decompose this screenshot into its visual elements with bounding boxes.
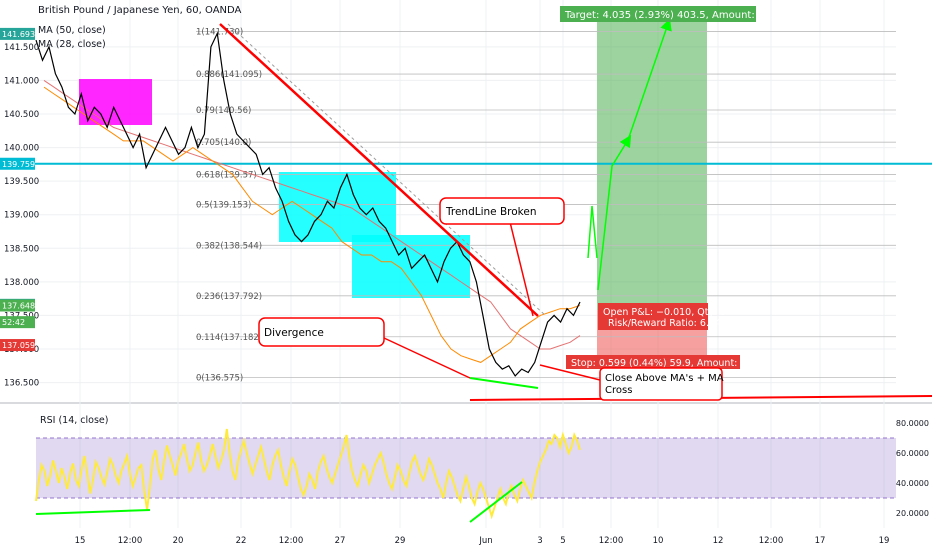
symbol-title: British Pound / Japanese Yen, 60, OANDA	[38, 5, 242, 16]
divergence-box[interactable]: Divergence	[258, 317, 385, 347]
projection-arrow-2	[597, 134, 632, 291]
time-tick-label: 3	[537, 536, 542, 546]
ma-28-legend: MA (28, close)	[38, 39, 106, 50]
stop-label: Stop: 0.599 (0.44%) 59.9, Amount: 95.21	[571, 358, 768, 369]
rsi-tick-label: 20.0000	[896, 509, 929, 518]
trendline-broken-label: TrendLine Broken	[445, 206, 537, 218]
time-tick-label: 12:00	[279, 536, 304, 546]
price-badge-label: 141.693	[2, 30, 35, 39]
divergence-label: Divergence	[264, 327, 324, 339]
risk-reward-label: Risk/Reward Ratio: 6.74	[608, 318, 721, 329]
rsi-divergence-line-1[interactable]	[35, 509, 151, 515]
price-badge-label: 139.759	[2, 160, 35, 169]
price-tick-label: 140.000	[4, 144, 39, 154]
fib-level-label: 0(136.575)	[196, 374, 243, 384]
fib-level-label: 0.705(140.0)	[196, 138, 251, 148]
projection-arrow-1	[587, 205, 598, 259]
open-pl-label: Open P&L: −0.010, Qty: 8	[603, 307, 726, 318]
time-axis[interactable]: 15 12:00 20 22 12:00 27 29 Jun 3 5 12:00 10 12 12:00 1…	[75, 536, 890, 546]
price-tick-label: 141.500	[4, 43, 39, 53]
time-tick-label: 19	[879, 536, 890, 546]
target-label: Target: 4.035 (2.93%) 403.5, Amount: 132…	[564, 10, 793, 21]
price-badge-label: 137.648	[2, 301, 35, 310]
fib-level-label: 0.886(141.095)	[196, 70, 262, 80]
close-above-connector	[539, 364, 601, 381]
fib-level-label: 0.5(139.153)	[196, 200, 251, 210]
price-badge-label: 137.059	[2, 341, 35, 350]
time-tick-label: 12:00	[759, 536, 784, 546]
time-tick-label: 12:00	[599, 536, 624, 546]
zone-cyan-1[interactable]	[279, 172, 396, 242]
rsi-tick-label: 60.0000	[896, 449, 929, 458]
time-tick-label: 5	[560, 536, 565, 546]
price-badge	[0, 27, 35, 40]
price-tick-label: 139.500	[4, 177, 39, 187]
time-tick-label: 27	[335, 536, 346, 546]
fib-level-label: 0.79(140.56)	[196, 106, 251, 116]
price-tick-label: 139.000	[4, 211, 39, 221]
time-tick-label: 12	[713, 536, 724, 546]
time-tick-label: 15	[75, 536, 86, 546]
zone-magenta[interactable]	[79, 79, 152, 125]
price-tick-label: 140.500	[4, 110, 39, 120]
time-tick-label: 20	[173, 536, 184, 546]
rsi-pane[interactable]	[36, 405, 896, 528]
projection-arrow-3	[627, 18, 672, 141]
time-tick-label: Jun	[478, 536, 492, 546]
time-tick-label: 17	[815, 536, 826, 546]
rsi-band	[36, 438, 896, 498]
divergence-connector	[383, 337, 471, 379]
close-above-label-2: Cross	[605, 385, 632, 396]
close-above-label-1: Close Above MA's + MA	[605, 373, 724, 384]
price-tick-label: 136.500	[4, 379, 39, 389]
trendline-broken-box[interactable]: TrendLine Broken	[439, 197, 565, 225]
time-tick-label: 22	[236, 536, 247, 546]
close-above-box[interactable]: Close Above MA's + MA Cross	[599, 367, 724, 401]
rsi-tick-label: 40.0000	[896, 479, 929, 488]
price-series	[35, 31, 581, 377]
price-badge-label: 52:42	[2, 318, 25, 327]
open-pl-box[interactable]: Open P&L: −0.010, Qty: 8 Risk/Reward Rat…	[598, 303, 726, 330]
target-zone[interactable]	[597, 20, 707, 310]
rsi-legend: RSI (14, close)	[40, 415, 108, 426]
price-tick-label: 141.000	[4, 76, 39, 86]
ma-50-legend: MA (50, close)	[38, 25, 106, 36]
time-tick-label: 29	[395, 536, 406, 546]
trendline-down[interactable]	[219, 23, 539, 317]
price-badge	[0, 316, 35, 329]
fib-retracement[interactable]: 1(141.730) 0.886(141.095) 0.79(140.56) 0.70…	[196, 27, 896, 384]
time-tick-label: 10	[653, 536, 664, 546]
target-label-box[interactable]: Target: 4.035 (2.93%) 403.5, Amount: 132…	[560, 6, 793, 22]
stop-label-box[interactable]: Stop: 0.599 (0.44%) 59.9, Amount: 95.21	[566, 355, 768, 369]
time-tick-label: 12:00	[118, 536, 143, 546]
ma-50-line	[43, 79, 581, 350]
price-tick-label: 138.500	[4, 244, 39, 254]
fib-level-label: 1(141.730)	[196, 27, 243, 37]
fib-level-label: 0.382(138.544)	[196, 241, 262, 251]
price-badge	[0, 339, 35, 352]
fib-level-label: 0.618(139.57)	[196, 170, 257, 180]
trendline-broken-connector	[509, 221, 534, 317]
price-tick-label: 138.000	[4, 278, 39, 288]
rsi-axis[interactable]: 80.0000 60.0000 40.0000 20.0000	[896, 419, 929, 518]
fib-level-label: 0.114(137.182)	[196, 333, 262, 343]
ma-28-line	[43, 86, 581, 363]
price-badge	[0, 157, 35, 170]
fib-level-label: 0.236(137.792)	[196, 292, 262, 302]
rsi-divergence-line-2[interactable]	[469, 481, 523, 523]
price-badge	[0, 299, 35, 312]
rsi-tick-label: 80.0000	[896, 419, 929, 428]
rsi-line	[35, 428, 581, 520]
divergence-line-price[interactable]	[469, 377, 539, 389]
